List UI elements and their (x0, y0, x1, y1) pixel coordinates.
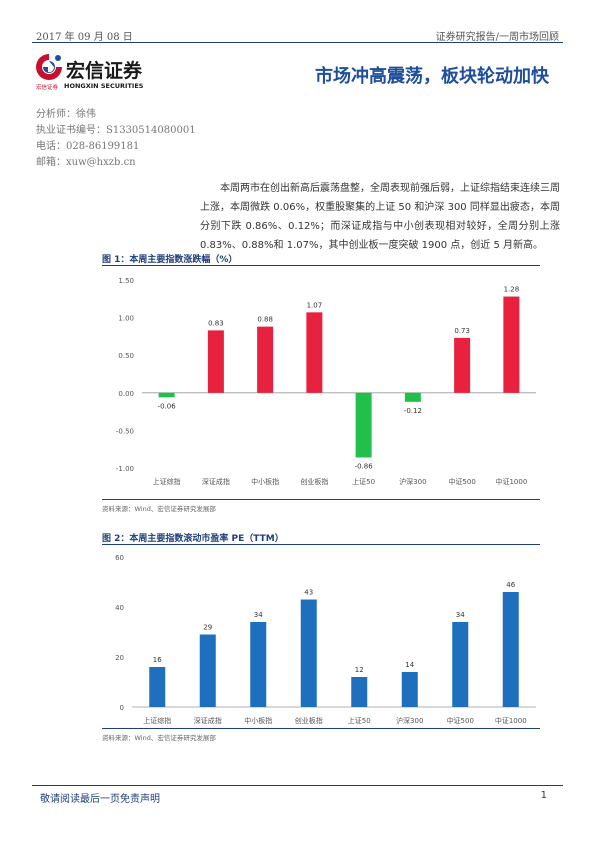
bar-value-label: 12 (355, 666, 364, 674)
category-label: 上证综指 (143, 716, 171, 725)
category-label: 中证1000 (495, 716, 527, 725)
y-tick-label: 1.50 (118, 277, 134, 285)
bar (257, 326, 274, 393)
y-tick-label: -1.00 (116, 465, 134, 473)
footer-divider (32, 785, 563, 786)
category-label: 创业板指 (300, 477, 328, 486)
bar (149, 667, 166, 707)
figure-2-chart: 0 20 40 60 16 上证综指 29 深证成指 34 中小板指 43 创业板指 12 上证50 14 沪… (102, 547, 542, 727)
figure-1-rule (102, 265, 540, 266)
logo-name-en: HONGXIN SECURITIES (64, 82, 144, 90)
figure-1-bottom-rule (102, 499, 540, 500)
bar-value-label: -0.12 (404, 407, 422, 415)
logo-name-cn: 宏信证券 (66, 60, 143, 82)
y-tick-label: 40 (115, 604, 124, 612)
figure-2-source: 资料来源：Wind、宏信证券研究发展部 (102, 734, 216, 742)
bar (502, 592, 519, 707)
bar-value-label: 0.73 (454, 327, 470, 335)
figure-1-title: 图 1：本周主要指数涨跌幅（%） (102, 255, 238, 265)
bar-value-label: 1.07 (307, 301, 323, 309)
bar (306, 312, 323, 393)
bar-value-label: 43 (304, 589, 313, 597)
bar (355, 392, 372, 458)
chart-1-svg: -1.00 -0.50 0.00 0.50 1.00 1.50 -0.06 上证综指 0.83 深… (116, 277, 536, 486)
bar-value-label: 14 (405, 661, 414, 669)
bar (199, 634, 216, 707)
category-label: 中小板指 (251, 477, 279, 486)
analyst-email[interactable]: 邮箱：xuw@hxzb.cn (36, 157, 136, 168)
bar (207, 330, 224, 393)
report-title: 市场冲高震荡，板块轮动加快 (315, 66, 549, 87)
header-divider (32, 42, 563, 43)
category-label: 中证500 (447, 716, 474, 725)
chart-2-svg: 0 20 40 60 16 上证综指 29 深证成指 34 中小板指 43 创业板指 12 上证50 14 沪… (115, 554, 536, 725)
bar-value-label: -0.06 (158, 402, 177, 410)
category-label: 深证成指 (202, 477, 230, 486)
y-tick-label: -0.50 (116, 427, 134, 435)
bar-value-label: 34 (254, 611, 263, 619)
bar (503, 296, 520, 393)
figure-2-bottom-rule (102, 728, 540, 729)
category-label: 创业板指 (295, 716, 323, 725)
y-tick-label: 20 (115, 654, 124, 662)
bar-value-label: 0.83 (208, 319, 224, 327)
category-label: 沪深300 (399, 477, 426, 486)
bar-value-label: -0.86 (355, 462, 374, 470)
category-label: 上证50 (348, 716, 371, 725)
figure-1-chart: -1.00 -0.50 0.00 0.50 1.00 1.50 -0.06 上证综指 0.83 深… (102, 268, 542, 498)
analyst-info: 分析师：徐伟 执业证书编号：S1330514080001 电话：028-8619… (36, 107, 196, 171)
bar (300, 599, 317, 707)
analyst-license: 执业证书编号：S1330514080001 (36, 125, 196, 136)
y-tick-label: 0.50 (118, 352, 134, 360)
bar (158, 392, 175, 398)
page-number: 1 (540, 790, 547, 801)
y-tick-label: 0.00 (118, 390, 134, 398)
bar-value-label: 29 (203, 624, 212, 632)
bar-value-label: 34 (456, 611, 465, 619)
category-label: 中证500 (448, 477, 475, 486)
company-logo: 宏信证券 宏信证券 HONGXIN SECURITIES (34, 52, 164, 92)
category-label: 中证1000 (495, 477, 527, 486)
bar (404, 392, 421, 402)
category-label: 中小板指 (244, 716, 272, 725)
report-category: 证券研究报告/一周市场回顾 (435, 32, 559, 43)
analyst-name: 分析师：徐伟 (36, 109, 96, 120)
figure-2-title: 图 2：本周主要指数滚动市盈率 PE（TTM） (102, 534, 284, 544)
bar (351, 677, 368, 707)
figure-1-source: 资料来源：Wind、宏信证券研究发展部 (102, 505, 216, 513)
bar-value-label: 16 (153, 656, 162, 664)
bar (401, 672, 418, 707)
bar-value-label: 46 (506, 581, 515, 589)
bar (250, 622, 267, 707)
summary-paragraph: 本周两市在创出新高后震荡盘整，全周表现前强后弱，上证综指结束连续三周上涨，本周微… (200, 183, 560, 251)
y-tick-label: 1.00 (118, 315, 134, 323)
category-label: 沪深300 (396, 716, 423, 725)
figure-2-rule (102, 544, 540, 545)
footer-disclaimer[interactable]: 敬请阅读最后一页免责声明 (40, 794, 160, 805)
report-date: 2017 年 09 月 08 日 (36, 32, 133, 43)
bar (454, 337, 471, 393)
y-tick-label: 60 (115, 554, 124, 562)
analyst-phone: 电话：028-86199181 (36, 141, 140, 152)
logo-mark-icon (36, 54, 62, 80)
logo-sub-cn: 宏信证券 (36, 85, 59, 91)
category-label: 上证综指 (153, 477, 181, 486)
category-label: 深证成指 (194, 716, 222, 725)
bar (452, 622, 469, 707)
bar-value-label: 0.88 (257, 316, 273, 324)
bar-value-label: 1.28 (504, 286, 520, 294)
category-label: 上证50 (352, 477, 375, 486)
y-tick-label: 0 (120, 704, 124, 712)
